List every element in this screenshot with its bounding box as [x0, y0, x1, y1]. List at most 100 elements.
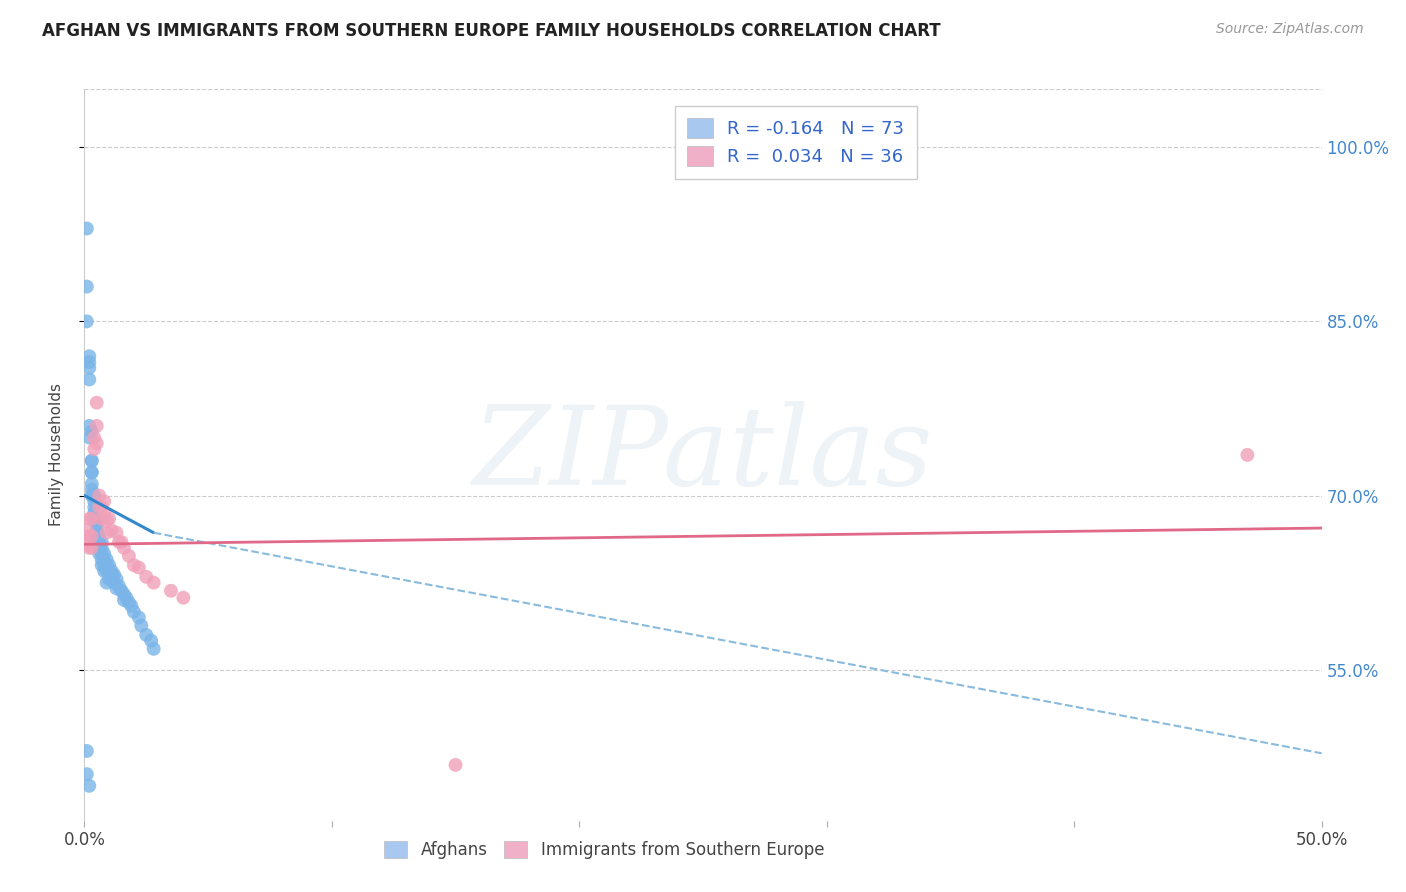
Point	[83, 489, 105, 503]
Point	[79, 360, 101, 375]
Point	[96, 552, 118, 566]
Point	[89, 500, 111, 515]
Point	[83, 512, 105, 526]
Point	[76, 744, 98, 758]
Point	[90, 512, 112, 526]
Point	[76, 279, 98, 293]
Text: Source: ZipAtlas.com: Source: ZipAtlas.com	[1216, 22, 1364, 37]
Point	[128, 610, 150, 624]
Point	[79, 349, 101, 363]
Point	[80, 477, 103, 491]
Point	[80, 529, 103, 543]
Point	[79, 355, 101, 369]
Point	[80, 512, 103, 526]
Point	[93, 564, 115, 578]
Point	[86, 418, 108, 433]
Point	[96, 564, 118, 578]
Point	[115, 591, 138, 605]
Point	[108, 579, 131, 593]
Point	[90, 547, 112, 561]
Point	[96, 558, 118, 573]
Point	[80, 466, 103, 480]
Point	[86, 535, 108, 549]
Point	[83, 442, 105, 456]
Point	[76, 767, 98, 781]
Point	[80, 541, 103, 555]
Point	[100, 524, 122, 538]
Point	[90, 541, 112, 555]
Point	[79, 512, 101, 526]
Point	[122, 605, 145, 619]
Point	[80, 489, 103, 503]
Point	[108, 535, 131, 549]
Point	[86, 517, 108, 532]
Point	[93, 506, 115, 520]
Point	[80, 466, 103, 480]
Point	[93, 494, 115, 508]
Point	[110, 535, 132, 549]
Point	[96, 575, 118, 590]
Point	[79, 430, 101, 444]
Text: ZIPatlas: ZIPatlas	[472, 401, 934, 508]
Point	[86, 524, 108, 538]
Point	[83, 500, 105, 515]
Point	[86, 529, 108, 543]
Point	[112, 593, 135, 607]
Point	[76, 524, 98, 538]
Point	[80, 454, 103, 468]
Point	[160, 583, 183, 598]
Point	[79, 372, 101, 386]
Point	[98, 572, 121, 586]
Point	[98, 512, 121, 526]
Point	[89, 541, 111, 555]
Point	[90, 558, 112, 573]
Point	[98, 558, 121, 573]
Point	[172, 591, 194, 605]
Point	[122, 558, 145, 573]
Point	[83, 494, 105, 508]
Point	[89, 489, 111, 503]
Point	[89, 532, 111, 546]
Point	[83, 430, 105, 444]
Point	[90, 552, 112, 566]
Point	[135, 570, 157, 584]
Point	[76, 221, 98, 235]
Legend: Afghans, Immigrants from Southern Europe: Afghans, Immigrants from Southern Europe	[375, 832, 832, 867]
Point	[142, 575, 165, 590]
Point	[80, 483, 103, 497]
Point	[105, 525, 128, 540]
Point	[96, 514, 118, 528]
Point	[112, 541, 135, 555]
Point	[90, 535, 112, 549]
Point	[80, 454, 103, 468]
Point	[129, 618, 152, 632]
Y-axis label: Family Households: Family Households	[49, 384, 63, 526]
Point	[135, 628, 157, 642]
Point	[103, 575, 125, 590]
Point	[110, 583, 132, 598]
Point	[120, 599, 142, 613]
Point	[76, 314, 98, 328]
Point	[83, 506, 105, 520]
Point	[89, 547, 111, 561]
Point	[96, 525, 118, 540]
Point	[89, 535, 111, 549]
Point	[103, 567, 125, 582]
Point	[100, 564, 122, 578]
Point	[86, 512, 108, 526]
Point	[79, 418, 101, 433]
Point	[128, 560, 150, 574]
Point	[93, 547, 115, 561]
Point	[105, 572, 128, 586]
Point	[86, 525, 108, 540]
Point	[79, 541, 101, 555]
Point	[89, 529, 111, 543]
Text: AFGHAN VS IMMIGRANTS FROM SOUTHERN EUROPE FAMILY HOUSEHOLDS CORRELATION CHART: AFGHAN VS IMMIGRANTS FROM SOUTHERN EUROP…	[42, 22, 941, 40]
Point	[80, 425, 103, 439]
Point	[118, 549, 141, 563]
Point	[444, 758, 467, 772]
Point	[1236, 448, 1258, 462]
Point	[86, 395, 108, 409]
Point	[76, 537, 98, 551]
Point	[141, 633, 163, 648]
